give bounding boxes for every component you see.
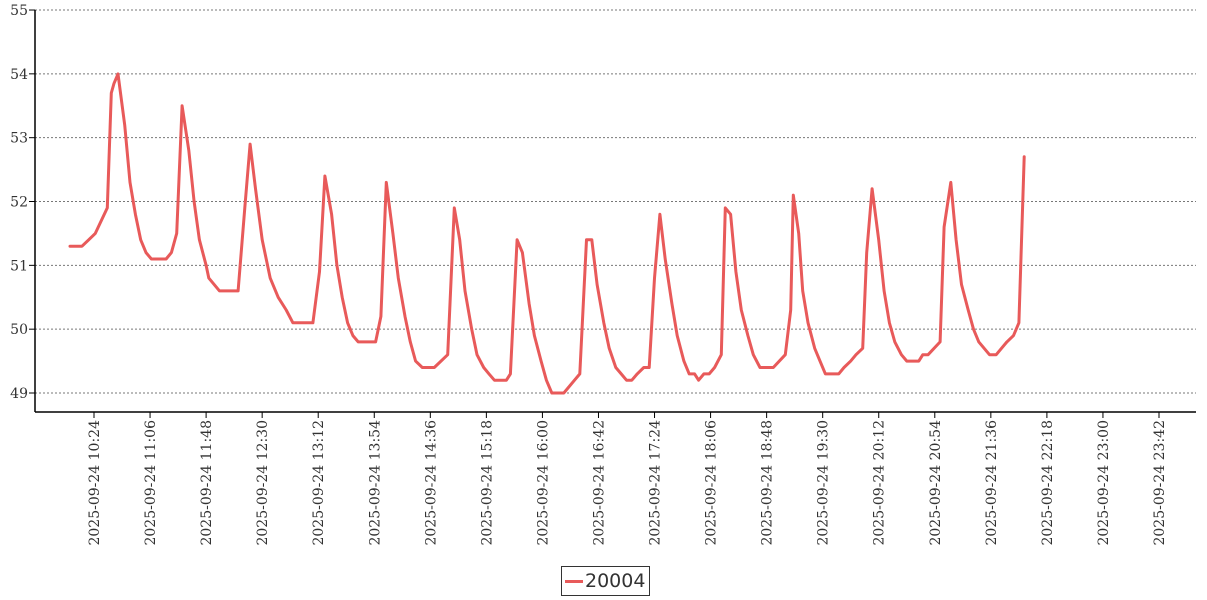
y-tick-label: 52 (10, 195, 28, 211)
x-tick-label: 2025-09-24 20:54 (928, 420, 944, 546)
x-tick-label: 2025-09-24 14:36 (423, 420, 439, 546)
x-tick-label: 2025-09-24 13:54 (367, 420, 383, 546)
axes (34, 10, 1196, 413)
legend: 20004 (561, 566, 651, 596)
x-tick-label: 2025-09-24 10:24 (87, 420, 103, 546)
grid-lines (35, 9, 1196, 394)
x-tick-label: 2025-09-24 22:18 (1040, 420, 1056, 546)
x-tick-label: 2025-09-24 18:06 (704, 420, 720, 546)
x-tick-label: 2025-09-24 13:12 (311, 420, 327, 546)
x-tick-label: 2025-09-24 16:00 (535, 420, 551, 546)
x-tick-label: 2025-09-24 17:24 (648, 420, 664, 546)
x-tick-label: 2025-09-24 21:36 (984, 420, 1000, 546)
y-tick-label: 54 (10, 67, 28, 83)
x-ticks: 2025-09-24 10:24 2025-09-24 11:06 2025-09-… (87, 412, 1168, 546)
x-tick-label: 2025-09-24 16:42 (591, 420, 607, 546)
series-group (68, 72, 1026, 395)
y-tick-label: 49 (10, 386, 28, 402)
series-line (68, 72, 1026, 395)
y-ticks: 49 50 51 52 53 54 55 (10, 3, 35, 402)
y-tick-label: 51 (10, 258, 28, 274)
legend-swatch (565, 579, 583, 583)
x-tick-label: 2025-09-24 15:18 (479, 420, 495, 546)
legend-label: 20004 (585, 570, 646, 592)
x-tick-label: 2025-09-24 18:48 (760, 420, 776, 546)
y-tick-label: 55 (10, 3, 28, 19)
x-tick-label: 2025-09-24 11:06 (143, 420, 159, 546)
y-tick-label: 50 (10, 322, 28, 338)
x-tick-label: 2025-09-24 12:30 (255, 420, 271, 546)
x-tick-label: 2025-09-24 11:48 (199, 420, 215, 546)
x-tick-label: 2025-09-24 19:30 (816, 420, 832, 546)
y-tick-label: 53 (10, 131, 28, 147)
x-tick-label: 2025-09-24 23:00 (1096, 420, 1112, 546)
x-tick-label: 2025-09-24 20:12 (872, 420, 888, 546)
x-tick-label: 2025-09-24 23:42 (1152, 420, 1168, 546)
